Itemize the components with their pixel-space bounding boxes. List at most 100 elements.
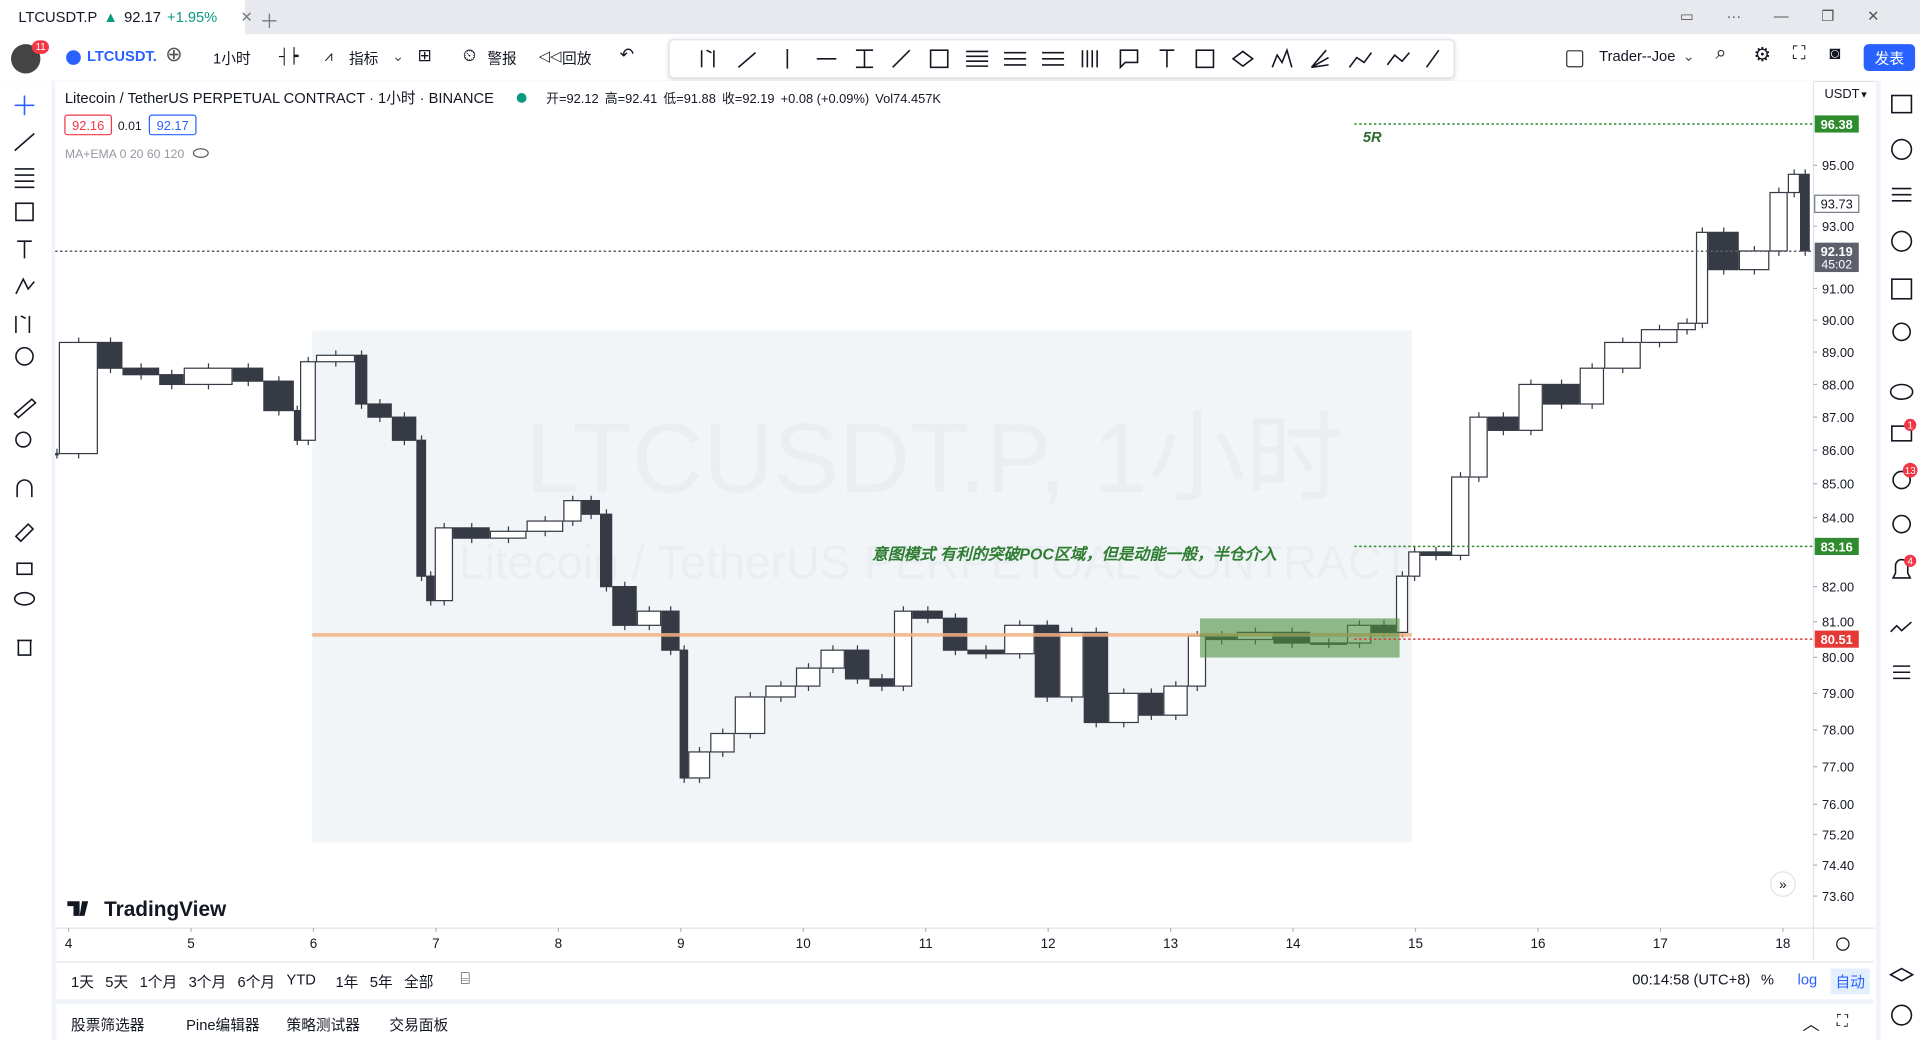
panel-tab[interactable]: 策略测试器 [286,1016,361,1034]
tool-trendline[interactable] [737,52,757,68]
indicators-menu[interactable]: ⌄ [391,47,405,65]
tool-note[interactable] [1159,49,1175,68]
range-button[interactable]: 3个月 [188,973,227,991]
tool-pattern[interactable] [1271,47,1293,68]
tool-fib-retrace[interactable] [14,168,35,189]
alert-button[interactable]: 警报 [487,50,517,68]
tab-close[interactable]: ✕ [240,8,253,26]
layers-button[interactable] [1888,967,1915,982]
search-button[interactable]: ⌕ [1715,42,1727,64]
tool-lock[interactable] [16,562,33,576]
candle [426,575,435,602]
candle [869,678,894,687]
tool-shapes[interactable] [15,202,34,222]
y-tick-label: 87.00 [1822,410,1854,425]
user-button[interactable]: Trader--Joe [1599,47,1676,65]
tool-ray[interactable] [892,49,911,68]
news-button[interactable] [1892,470,1912,490]
layouts-button[interactable]: ⊞ [417,45,432,65]
tool-callout[interactable] [1119,49,1139,70]
tool-measure[interactable] [1425,49,1440,68]
axis-settings[interactable] [1836,937,1850,951]
symbol-search[interactable]: LTCUSDT. [86,47,157,65]
range-button[interactable]: 5天 [105,973,129,991]
snapshot-button[interactable]: ◙ [1829,42,1841,64]
window-controls[interactable]: ▭ ··· — ❐ ✕ [1680,7,1880,25]
tool-fib[interactable] [700,49,715,68]
ideas-button[interactable] [1892,322,1912,342]
tool-text[interactable] [855,49,874,69]
tool-forecast[interactable] [15,315,31,334]
range-button[interactable]: 6个月 [237,973,276,991]
tool-brush[interactable] [1348,52,1373,68]
range-button[interactable]: 1个月 [139,973,178,991]
tool-shape[interactable] [1231,50,1254,68]
auto-button[interactable]: 自动 [1830,968,1870,995]
range-button[interactable]: 全部 [404,973,434,991]
hotlist-button[interactable] [1891,230,1913,252]
fullscreen-button[interactable]: ⛶ [1792,42,1806,64]
tool-lock-draw[interactable] [14,522,35,543]
tab-symbol: LTCUSDT.P [18,8,98,26]
broadcast-button[interactable] [1892,514,1912,534]
tool-fan[interactable] [1310,49,1329,69]
chats-button[interactable] [1891,425,1913,442]
tool-magnet[interactable] [16,479,33,498]
tool-delete[interactable] [17,639,32,656]
tool-crosshair[interactable] [14,95,35,116]
compare-button[interactable]: ⊕ [165,42,183,67]
candle [679,649,689,779]
scroll-right[interactable] [1770,871,1796,897]
log-button[interactable]: log [1797,971,1818,989]
tool-gann[interactable] [1042,51,1065,66]
range-button[interactable]: 1年 [335,973,359,991]
percent-button[interactable]: % [1760,971,1774,989]
new-tab[interactable]: ＋ [259,12,280,34]
range-button[interactable]: 1天 [71,973,94,991]
panel-maximize[interactable]: ⛶ [1836,1011,1848,1030]
panel-tab[interactable]: 股票筛选器 [71,1016,145,1034]
range-button[interactable]: 5年 [369,973,393,991]
trading-button[interactable] [1890,621,1912,633]
tool-cycle[interactable] [1081,50,1098,68]
countdown-label: 45:02 [1821,257,1852,271]
panel-tab[interactable]: 交易面板 [389,1016,449,1034]
tool-patterns[interactable] [15,277,35,295]
settings-button[interactable]: ⚙ [1753,45,1772,67]
order-panel-button[interactable] [1893,665,1911,680]
streams-button[interactable] [1889,383,1914,400]
calendar-button[interactable] [1891,278,1913,300]
panel-collapse[interactable]: ︿ [1802,1013,1820,1034]
tool-path[interactable] [1386,52,1410,66]
help-button[interactable] [1891,1004,1913,1026]
panel-tab[interactable]: Pine编辑器 [186,1016,260,1034]
tool-channel[interactable] [966,50,989,67]
price-level-label: 92.19 [1821,244,1853,259]
data-window-button[interactable] [1891,187,1912,202]
tool-rect[interactable] [929,49,949,69]
tool-grid[interactable] [1195,49,1215,69]
watchlist-button[interactable] [1891,94,1913,114]
range-button[interactable]: YTD [286,971,316,989]
tool-icons[interactable] [15,346,34,366]
tool-visibility[interactable] [13,591,36,606]
browser-tab[interactable]: LTCUSDT.P ▲ 92.17 +1.95% ✕ [0,0,253,35]
interval-button[interactable]: 1小时 [213,50,251,68]
tool-line[interactable] [14,132,35,152]
chart-type-button[interactable]: ┤┝ [279,47,299,65]
tool-annotation[interactable] [17,240,32,259]
y-tick-label: 86.00 [1822,443,1854,458]
chart-area[interactable]: LTCUSDT.P, 1小时Litecoin / TetherUS PERPET… [55,80,1875,961]
user-menu[interactable]: ⌄ [1682,47,1695,65]
alerts-button[interactable] [1891,138,1913,160]
replay-button[interactable]: 回放 [562,50,592,68]
candle [1451,476,1470,556]
tool-zoom[interactable] [15,431,32,448]
undo-button[interactable]: ↶ [619,44,634,64]
publish-button[interactable]: 发表 [1863,44,1916,72]
tool-pitchfork[interactable] [1004,51,1027,66]
indicators-button[interactable]: 指标 [348,50,379,68]
tool-ruler[interactable] [13,398,37,419]
notifications-button[interactable] [1891,558,1912,579]
date-range-button[interactable]: ⌸ [460,968,470,987]
